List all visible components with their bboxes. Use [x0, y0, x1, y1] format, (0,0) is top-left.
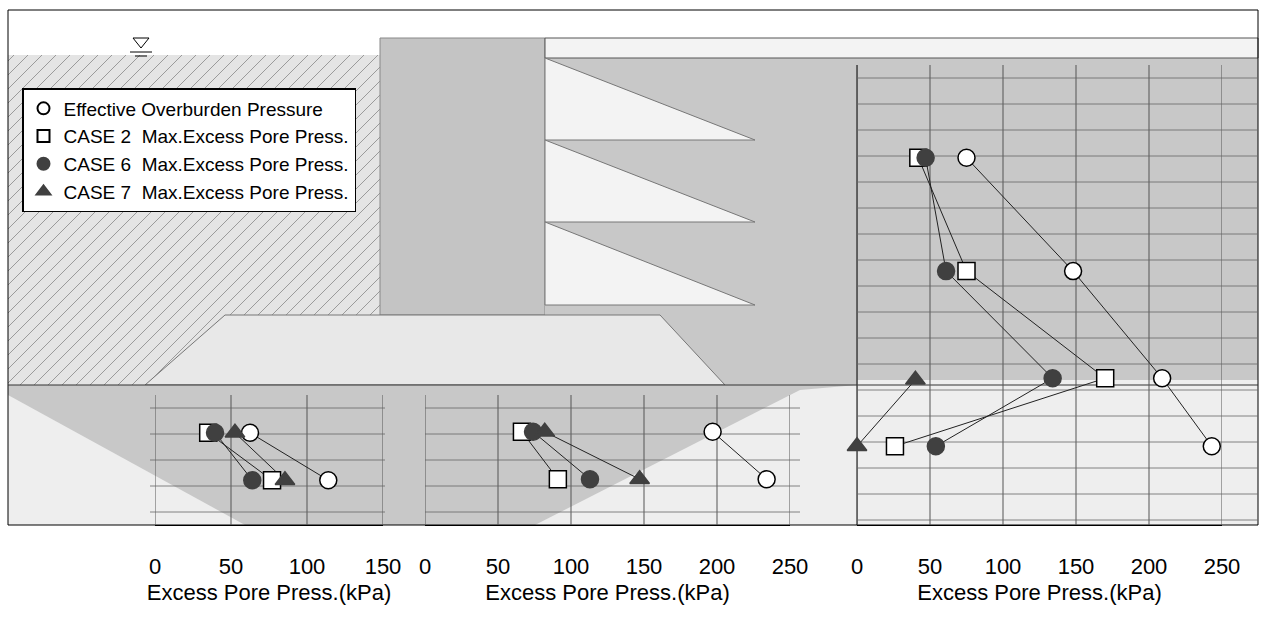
svg-text:50: 50	[486, 554, 510, 579]
svg-text:Excess Pore Press.(kPa): Excess Pore Press.(kPa)	[147, 580, 392, 605]
svg-text:0: 0	[851, 554, 863, 579]
svg-text:250: 250	[1204, 554, 1241, 579]
svg-text:150: 150	[1058, 554, 1095, 579]
svg-text:50: 50	[219, 554, 243, 579]
svg-text:200: 200	[1131, 554, 1168, 579]
svg-text:0: 0	[419, 554, 431, 579]
svg-text:250: 250	[772, 554, 809, 579]
svg-text:0: 0	[149, 554, 161, 579]
svg-text:50: 50	[918, 554, 942, 579]
svg-text:200: 200	[699, 554, 736, 579]
svg-text:Excess Pore Press.(kPa): Excess Pore Press.(kPa)	[917, 580, 1162, 605]
svg-text:Excess Pore Press.(kPa): Excess Pore Press.(kPa)	[485, 580, 730, 605]
svg-text:100: 100	[985, 554, 1022, 579]
svg-text:Effective Overburden Pressure: Effective Overburden Pressure	[64, 99, 323, 120]
svg-text:CASE 6 Max.Excess Pore Press.: CASE 6 Max.Excess Pore Press.	[64, 154, 349, 175]
svg-text:150: 150	[626, 554, 663, 579]
svg-text:100: 100	[553, 554, 590, 579]
svg-text:CASE 7 Max.Excess Pore Press.: CASE 7 Max.Excess Pore Press.	[64, 182, 349, 203]
svg-text:100: 100	[289, 554, 326, 579]
svg-text:CASE 2 Max.Excess Pore Press.: CASE 2 Max.Excess Pore Press.	[64, 126, 349, 147]
svg-text:150: 150	[365, 554, 402, 579]
